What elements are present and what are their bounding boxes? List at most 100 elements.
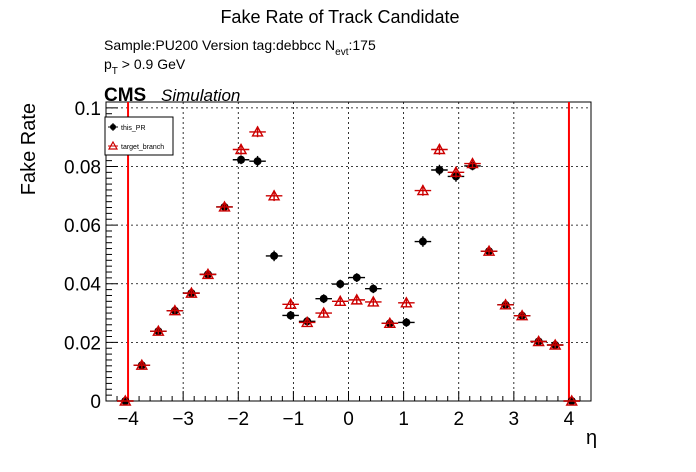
x-tick-label: 3	[509, 409, 520, 430]
chart-title: Fake Rate of Track Candidate	[220, 7, 459, 27]
marker-triangle	[135, 358, 149, 370]
data-point	[216, 200, 233, 212]
legend-marker-target-branch	[107, 140, 119, 150]
data-point	[265, 189, 283, 202]
pt-cut-label: pT > 0.9 GeV	[104, 56, 186, 77]
data-point	[265, 250, 283, 262]
data-point	[480, 244, 498, 256]
series-target-branch	[117, 125, 580, 406]
marker-triangle	[367, 295, 380, 307]
marker-triangle	[300, 315, 314, 328]
grid-lines	[106, 102, 591, 401]
marker-triangle	[284, 297, 297, 309]
data-point	[298, 315, 316, 328]
x-tick-label: −3	[172, 409, 194, 430]
data-point	[199, 267, 217, 280]
data-point	[315, 294, 332, 304]
data-point	[464, 157, 481, 169]
marker-triangle	[433, 143, 446, 155]
y-tick-label: 0.06	[64, 216, 101, 237]
marker-circle	[253, 157, 262, 166]
data-point	[183, 286, 200, 298]
marker-triangle	[350, 293, 363, 305]
data-point	[398, 296, 415, 308]
data-point	[150, 324, 167, 336]
x-tick-label: 2	[453, 409, 464, 430]
marker-triangle	[251, 125, 264, 137]
sample-info: Sample:PU200 Version tag:debbcc Nevt:175	[104, 37, 376, 58]
marker-triangle	[317, 306, 330, 318]
data-point	[513, 309, 531, 321]
marker-triangle	[449, 165, 463, 178]
data-point	[497, 298, 514, 310]
data-point	[232, 155, 250, 165]
data-point	[414, 236, 432, 247]
legend-label-this-pr: this_PR	[121, 125, 146, 132]
data-series	[117, 125, 580, 406]
data-point	[414, 184, 432, 196]
x-tick-label: −2	[227, 409, 249, 430]
x-tick-label: −1	[283, 409, 305, 430]
y-tick-label: 0.04	[64, 275, 101, 296]
data-point	[431, 164, 448, 176]
sample-info-text: Sample:PU200 Version tag:debbcc N	[104, 37, 335, 53]
x-axis-label: η	[586, 427, 597, 449]
y-axis-label: Fake Rate	[18, 103, 40, 195]
marker-triangle	[548, 338, 562, 350]
pt-subscript: T	[112, 66, 118, 77]
marker-circle	[402, 318, 411, 327]
legend: this_PR target_branch	[104, 116, 174, 156]
marker-triangle	[119, 394, 132, 406]
marker-triangle	[383, 316, 397, 329]
data-point	[348, 273, 366, 282]
data-point	[117, 394, 134, 406]
marker-circle	[435, 166, 444, 175]
data-point	[365, 295, 382, 307]
legend-label-target-branch: target_branch	[121, 144, 164, 151]
marker-circle	[270, 251, 279, 260]
marker-triangle	[234, 143, 248, 155]
marker-triangle	[201, 267, 215, 280]
marker-circle	[418, 237, 427, 246]
marker-triangle	[400, 296, 413, 308]
marker-triangle	[565, 394, 578, 406]
plot-frame	[105, 101, 592, 402]
data-point	[315, 306, 332, 318]
x-tick-label: 0	[343, 409, 354, 430]
data-point	[232, 143, 250, 155]
data-point	[546, 338, 564, 350]
data-point	[381, 316, 399, 329]
cms-label: CMS	[104, 85, 146, 106]
marker-circle	[237, 155, 246, 164]
vertical-marker-lines	[127, 102, 570, 401]
marker-circle	[286, 311, 295, 320]
marker-triangle	[267, 189, 281, 201]
data-point	[249, 155, 266, 167]
tick-labels: −4 −3 −2 −1 0 1 2 3 4 0 0.02 0.04 0.06 0.08 0.1	[64, 99, 575, 430]
marker-circle	[369, 284, 378, 293]
simulation-label: Simulation	[161, 86, 240, 105]
data-point	[282, 297, 299, 309]
y-tick-label: 0.08	[64, 157, 101, 178]
data-point	[563, 394, 580, 406]
x-tick-label: −4	[117, 409, 139, 430]
marker-triangle	[152, 324, 165, 336]
plot-frame-rect	[105, 101, 592, 402]
legend-marker-this-pr	[110, 124, 116, 130]
data-point	[398, 318, 415, 327]
marker-triangle	[334, 294, 347, 307]
data-point	[331, 279, 349, 289]
data-point	[348, 293, 366, 305]
nevt-subscript: evt	[335, 47, 349, 58]
marker-triangle	[532, 335, 545, 347]
y-tick-label: 0	[90, 392, 101, 413]
marker-triangle	[499, 298, 512, 310]
marker-triangle	[466, 157, 479, 169]
marker-triangle	[482, 244, 496, 256]
data-point	[166, 304, 184, 316]
legend-entry-this-pr	[108, 123, 118, 131]
data-point	[331, 294, 349, 307]
data-point	[431, 143, 448, 155]
data-point	[365, 284, 382, 294]
